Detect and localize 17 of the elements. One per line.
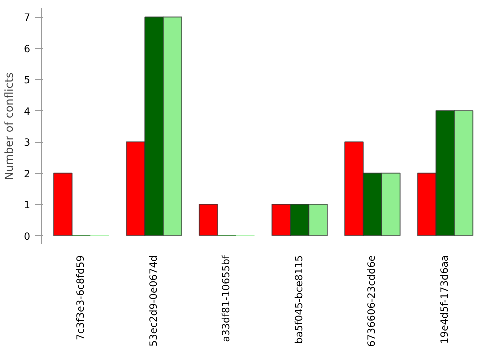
x-tick-label: ba5f045-bce8115 bbox=[294, 255, 306, 344]
bar bbox=[53, 172, 73, 236]
y-tick-label: 5 bbox=[24, 76, 31, 87]
y-tick-label: 0 bbox=[24, 232, 31, 243]
x-tick-label: 19e4d5f-173d6aa bbox=[440, 255, 451, 344]
y-tick-label: 4 bbox=[24, 106, 31, 118]
x-tick-label: 7c3f3e3-6c8fd59 bbox=[76, 255, 88, 341]
y-tick-label: 3 bbox=[24, 138, 31, 150]
y-tick-label: 7 bbox=[24, 13, 31, 24]
x-tick-label: 6736606-23cdd6e bbox=[367, 256, 378, 348]
y-axis-title: Number of conflicts bbox=[3, 72, 16, 180]
x-tick-label: a33df81-10655bf bbox=[222, 255, 233, 342]
y-tick-label: 2 bbox=[24, 169, 31, 180]
x-tick-label: 53ec2d9-0e0674d bbox=[148, 255, 160, 347]
y-tick-label: 6 bbox=[24, 44, 31, 56]
bar bbox=[198, 204, 218, 236]
y-tick-label: 1 bbox=[24, 200, 31, 212]
